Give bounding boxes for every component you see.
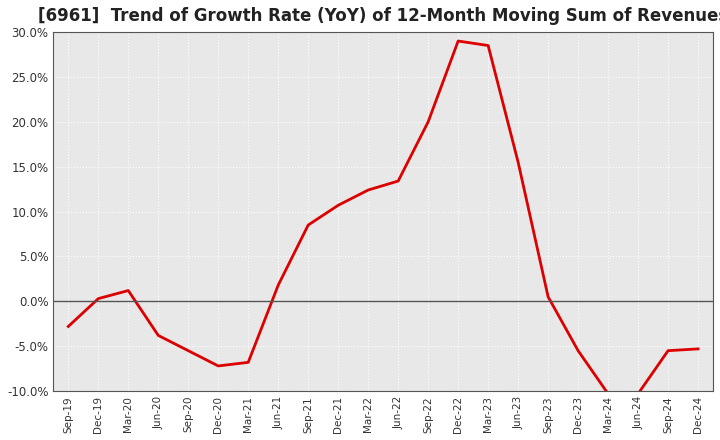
Title: [6961]  Trend of Growth Rate (YoY) of 12-Month Moving Sum of Revenues: [6961] Trend of Growth Rate (YoY) of 12-… (38, 7, 720, 25)
